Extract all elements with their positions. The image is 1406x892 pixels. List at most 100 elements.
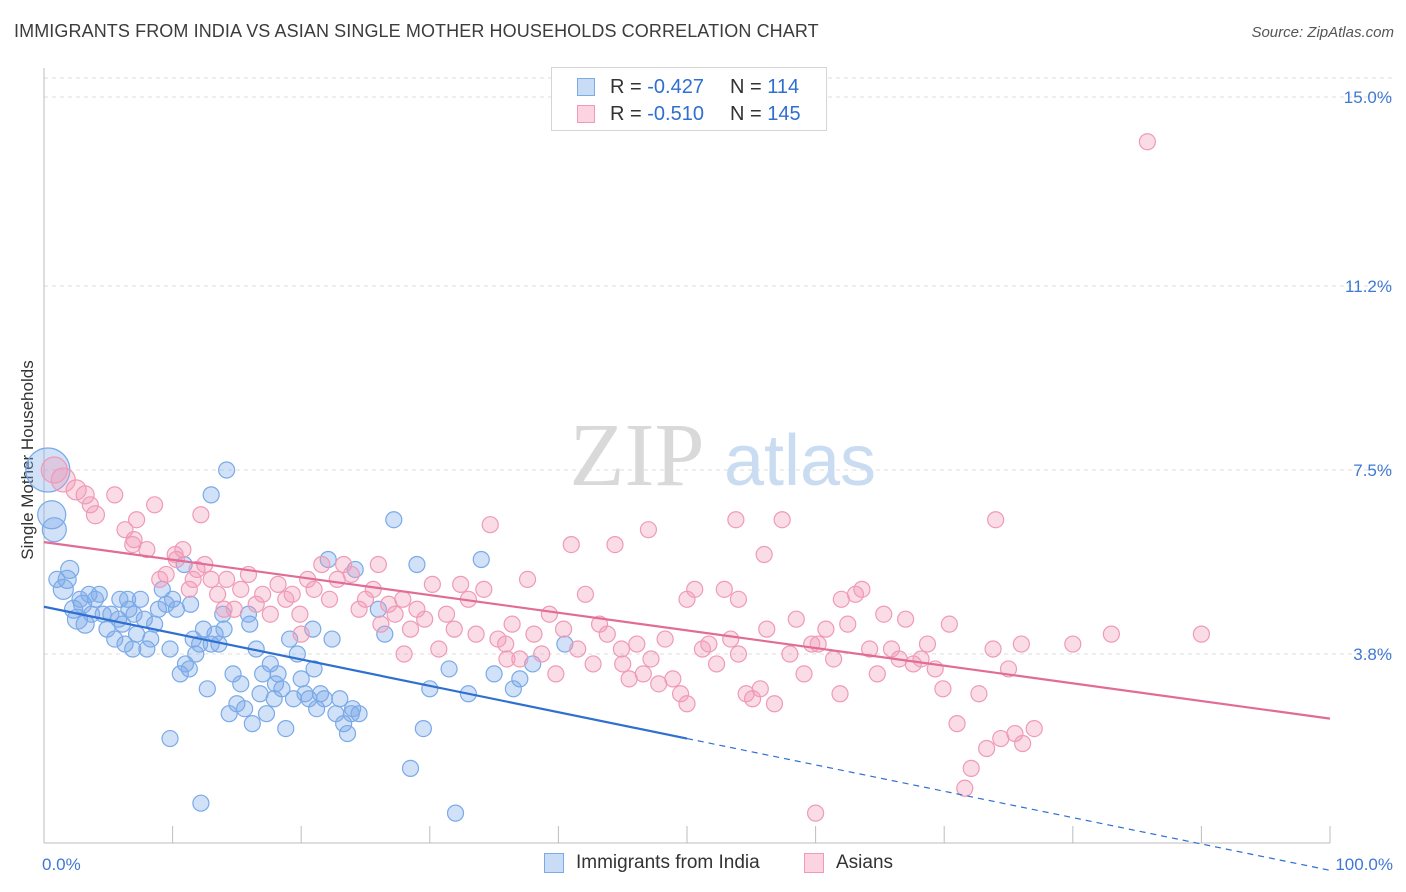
x-tick-label-max: 100.0% [1335, 855, 1393, 874]
point-india [446, 804, 465, 822]
x-tick-labels: 0.0% 100.0% [42, 855, 1393, 874]
point-asians [978, 739, 996, 758]
point-asians [416, 610, 434, 628]
point-asians [758, 620, 776, 638]
stats-legend: R = -0.427 N = 114 R = -0.510 N = 145 [551, 67, 827, 131]
point-asians [970, 685, 988, 703]
legend-label-india: Immigrants from India [576, 852, 760, 873]
legend-item-asians[interactable]: Asians [804, 852, 893, 874]
point-asians [918, 635, 937, 653]
point-asians [261, 605, 279, 623]
point-india [41, 517, 67, 543]
point-asians [612, 640, 631, 658]
point-asians [956, 779, 974, 797]
point-asians [554, 620, 573, 638]
point-india [218, 461, 236, 479]
point-asians [313, 555, 331, 574]
point-asians [498, 650, 516, 668]
point-asians [825, 650, 843, 668]
point-asians [511, 650, 529, 668]
point-india [192, 794, 210, 812]
point-asians [861, 640, 879, 658]
point-asians [569, 640, 587, 658]
point-asians [202, 570, 220, 589]
point-asians [700, 635, 718, 653]
point-india [171, 665, 189, 683]
y-tick-label: 15.0% [1344, 88, 1392, 107]
point-india [323, 630, 341, 648]
point-india [182, 595, 200, 613]
point-asians [984, 640, 1002, 658]
point-asians [897, 610, 915, 628]
point-india [90, 585, 108, 603]
point-asians [215, 600, 233, 618]
n-text: N = 114 [730, 75, 800, 98]
point-asians [671, 685, 690, 703]
point-india [421, 680, 439, 698]
point-asians [342, 565, 360, 584]
point-asians [423, 575, 441, 593]
point-asians [283, 585, 301, 603]
point-india [331, 690, 349, 708]
point-asians [948, 715, 966, 733]
stats-row-asians: R = -0.510 N = 145 [552, 101, 826, 127]
point-asians [912, 650, 930, 668]
series-asians [40, 133, 1211, 822]
trend-extension-india [686, 737, 1331, 871]
point-asians [269, 575, 287, 593]
point-asians [1064, 635, 1082, 653]
point-asians [795, 665, 813, 683]
n-value: 145 [767, 102, 801, 125]
y-tick-label: 11.2% [1345, 277, 1392, 296]
point-asians [1102, 625, 1120, 643]
point-asians [180, 580, 198, 598]
point-asians [452, 575, 470, 593]
point-india [401, 759, 420, 777]
point-asians [386, 605, 404, 623]
point-asians [395, 645, 413, 663]
point-india [52, 578, 74, 600]
point-asians [430, 640, 448, 658]
point-asians [525, 625, 543, 643]
point-asians [445, 620, 463, 638]
point-asians [547, 665, 565, 683]
n-text: N = 145 [730, 102, 801, 125]
point-asians [614, 655, 632, 673]
trend-lines [43, 541, 1331, 871]
point-india [187, 645, 205, 663]
point-india [408, 555, 426, 574]
trend-line-asians [43, 541, 1331, 720]
point-asians [727, 511, 745, 529]
point-asians [291, 605, 309, 623]
point-asians [192, 506, 210, 524]
point-asians [934, 680, 952, 698]
point-india [215, 620, 233, 638]
point-india [414, 719, 432, 738]
x-tick-label-min: 0.0% [42, 855, 81, 874]
point-asians [40, 456, 68, 484]
point-asians [124, 535, 142, 554]
y-tick-labels: 3.8% 7.5% 11.2% 15.0% [1344, 88, 1392, 664]
legend-label-asians: Asians [836, 852, 894, 873]
point-asians [540, 605, 558, 623]
point-asians [65, 479, 87, 501]
point-asians [320, 590, 339, 608]
legend-swatch-india [544, 853, 564, 873]
point-india [236, 700, 254, 718]
point-india [504, 680, 522, 698]
point-asians [350, 600, 368, 618]
point-asians [634, 665, 652, 683]
point-asians [247, 595, 265, 613]
point-asians [628, 635, 646, 653]
legend-swatch-asians [577, 105, 595, 123]
point-india [556, 635, 574, 653]
point-india [440, 660, 458, 678]
point-asians [533, 645, 551, 663]
point-asians [787, 610, 805, 628]
point-india [243, 715, 261, 733]
point-india [315, 690, 333, 708]
point-asians [1025, 719, 1043, 738]
point-asians [518, 570, 537, 589]
point-asians [218, 570, 236, 589]
legend-item-india[interactable]: Immigrants from India [544, 852, 760, 874]
